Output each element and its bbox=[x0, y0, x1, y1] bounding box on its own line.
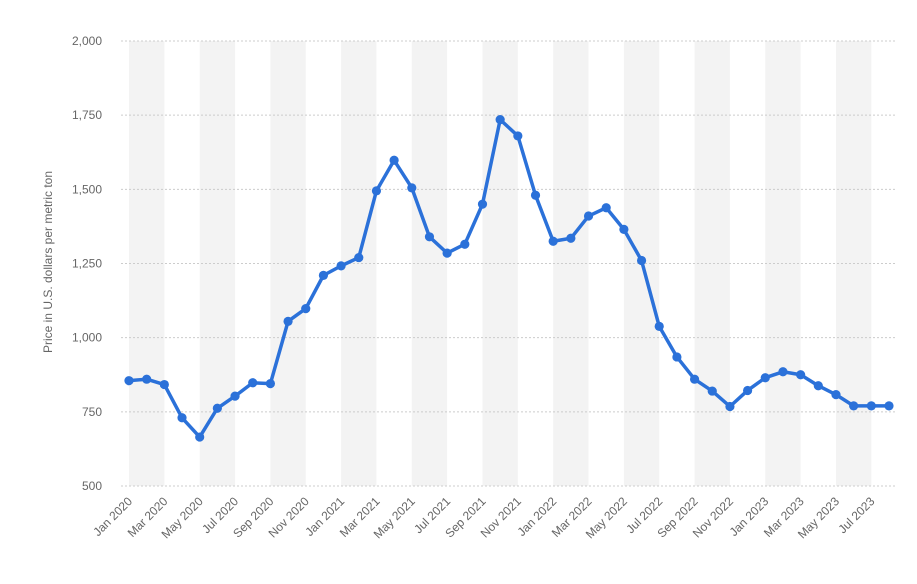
data-point[interactable] bbox=[689, 374, 700, 384]
data-point[interactable] bbox=[530, 190, 541, 200]
data-point[interactable] bbox=[265, 379, 275, 389]
background-band bbox=[694, 41, 730, 486]
data-point[interactable] bbox=[654, 321, 664, 331]
x-tick-label: Jul 2023 bbox=[835, 494, 877, 536]
data-point[interactable] bbox=[813, 381, 823, 391]
data-point[interactable] bbox=[831, 390, 841, 400]
data-point[interactable] bbox=[159, 379, 169, 390]
y-tick-label: 500 bbox=[82, 479, 102, 493]
y-tick-label: 1,750 bbox=[72, 108, 102, 122]
y-axis-ticks: 500 750 1,000 1,250 1,500 1,750 2,000 bbox=[72, 34, 102, 493]
alternating-bands bbox=[129, 41, 872, 486]
data-point[interactable] bbox=[619, 224, 629, 234]
data-point[interactable] bbox=[583, 211, 594, 221]
data-point[interactable] bbox=[495, 115, 505, 125]
y-tick-label: 1,000 bbox=[72, 331, 102, 345]
data-point[interactable] bbox=[142, 374, 152, 384]
data-point[interactable] bbox=[866, 401, 876, 411]
data-point[interactable] bbox=[460, 239, 470, 249]
y-tick-label: 1,500 bbox=[72, 182, 102, 196]
data-point[interactable] bbox=[336, 261, 346, 271]
background-band bbox=[482, 41, 518, 486]
data-point[interactable] bbox=[672, 352, 682, 362]
data-point[interactable] bbox=[743, 385, 753, 396]
data-point[interactable] bbox=[407, 183, 417, 193]
data-point[interactable] bbox=[778, 367, 788, 377]
data-point[interactable] bbox=[124, 376, 134, 386]
data-point[interactable] bbox=[636, 255, 647, 266]
data-point[interactable] bbox=[248, 378, 258, 388]
data-point[interactable] bbox=[884, 401, 894, 411]
data-point[interactable] bbox=[849, 401, 859, 411]
data-point[interactable] bbox=[318, 270, 329, 280]
data-point[interactable] bbox=[442, 248, 452, 258]
data-point[interactable] bbox=[796, 370, 806, 380]
y-tick-label: 2,000 bbox=[72, 34, 102, 48]
y-tick-label: 750 bbox=[82, 405, 102, 419]
data-point[interactable] bbox=[513, 131, 523, 141]
data-point[interactable] bbox=[371, 186, 382, 196]
y-tick-label: 1,250 bbox=[72, 257, 102, 271]
data-point[interactable] bbox=[424, 232, 435, 242]
data-point[interactable] bbox=[725, 401, 735, 412]
y-axis-title: Price in U.S. dollars per metric ton bbox=[41, 171, 55, 353]
background-band bbox=[270, 41, 306, 486]
grid-lines bbox=[121, 40, 897, 487]
data-point[interactable] bbox=[212, 403, 222, 413]
series-group bbox=[124, 115, 894, 442]
data-point[interactable] bbox=[760, 373, 770, 383]
data-point[interactable] bbox=[230, 391, 240, 401]
data-point[interactable] bbox=[177, 413, 187, 423]
data-point[interactable] bbox=[195, 432, 205, 442]
data-point[interactable] bbox=[283, 316, 293, 326]
data-point[interactable] bbox=[301, 303, 311, 314]
data-point[interactable] bbox=[354, 252, 364, 263]
data-point[interactable] bbox=[389, 155, 399, 165]
data-point[interactable] bbox=[566, 233, 576, 243]
data-point[interactable] bbox=[548, 236, 558, 246]
data-point[interactable] bbox=[601, 203, 611, 213]
data-point[interactable] bbox=[707, 386, 717, 396]
data-point[interactable] bbox=[477, 199, 488, 209]
